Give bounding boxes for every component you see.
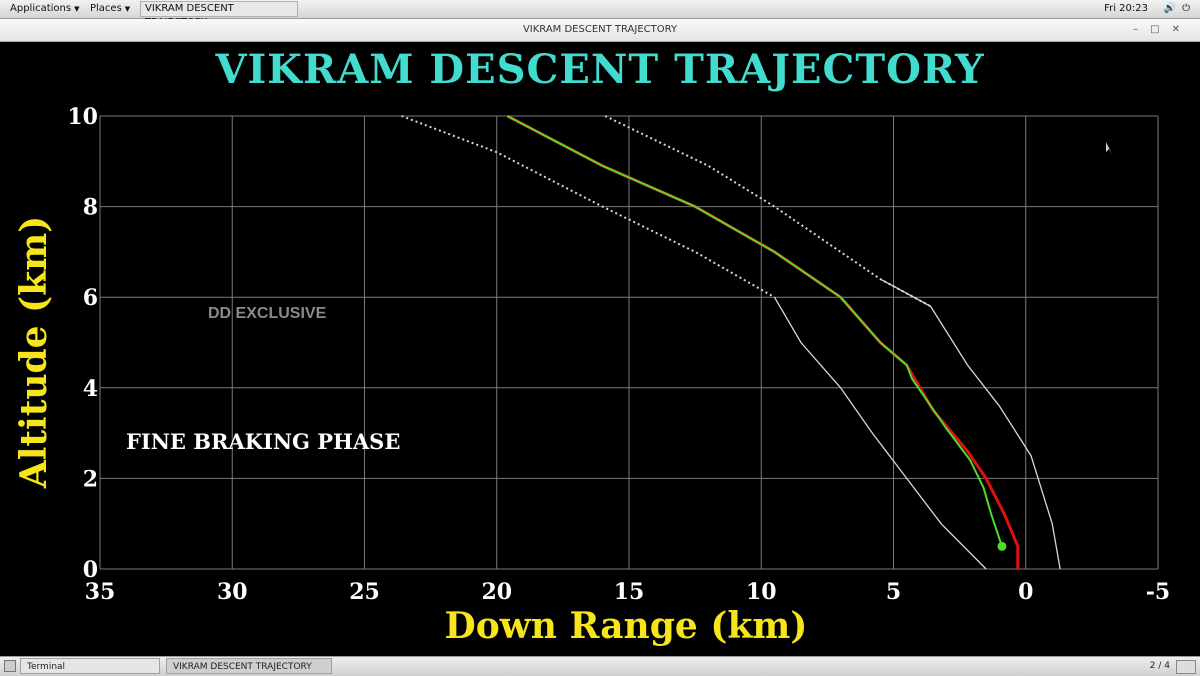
- workspace-switcher[interactable]: [1176, 660, 1196, 674]
- y-tick-label: 6: [83, 285, 98, 311]
- chart-title: VIKRAM DESCENT TRAJECTORY: [215, 46, 985, 93]
- plot-area: 35 30 25 20 15 10 5 0 -5 0 2 4 6 8 10 DD EXCLUSIVE FIN…: [0, 42, 1200, 656]
- places-menu[interactable]: Places ▼: [86, 0, 134, 18]
- show-desktop-icon[interactable]: [4, 660, 16, 672]
- x-tick-label: 0: [1018, 579, 1033, 605]
- window-title: VIKRAM DESCENT TRAJECTORY: [522, 24, 678, 35]
- x-axis-label: Down Range (km): [445, 605, 808, 647]
- series-outer-bound-dotted: [401, 115, 775, 299]
- series-inner-bound-solid: [879, 278, 1061, 570]
- applications-label: Applications: [10, 3, 72, 14]
- maximize-icon[interactable]: □: [1150, 24, 1172, 35]
- y-tick-label: 2: [83, 466, 98, 492]
- volume-icon[interactable]: 🔊: [1163, 3, 1183, 14]
- workspace-indicator[interactable]: 2 / 4: [1149, 661, 1170, 671]
- close-icon[interactable]: ✕: [1171, 24, 1192, 35]
- clock[interactable]: Fri 20:23: [1104, 3, 1148, 14]
- series-actual: [506, 115, 1003, 547]
- power-icon[interactable]: ⏻: [1182, 3, 1196, 14]
- top-panel: Applications▼ Places▼ VIKRAM DESCENT TRA…: [0, 0, 1200, 28]
- x-tick-label: 35: [85, 579, 116, 605]
- x-tick-label: 30: [217, 579, 248, 605]
- series-inner-bound-dotted: [604, 115, 932, 308]
- applications-menu[interactable]: Applications ▼: [6, 0, 83, 18]
- grid: [99, 115, 1159, 570]
- x-tick-label: 25: [349, 579, 380, 605]
- window-titlebar: VIKRAM DESCENT TRAJECTORY –□✕: [0, 19, 1200, 42]
- minimize-icon[interactable]: –: [1133, 24, 1151, 35]
- active-window-tab[interactable]: VIKRAM DESCENT TRAJECTORY▼: [140, 1, 298, 28]
- bottom-taskbar: Terminal VIKRAM DESCENT TRAJECTORY 2 / 4: [0, 656, 1200, 676]
- watermark: DD EXCLUSIVE: [208, 305, 327, 322]
- trajectory-label: VIKRAM DESCENT TRAJECTORY: [173, 662, 312, 672]
- places-label: Places: [90, 3, 122, 14]
- chevron-down-icon: ▼: [124, 5, 131, 13]
- lander-marker: [997, 541, 1007, 551]
- x-tick-label: 10: [746, 579, 777, 605]
- x-tick-label: -5: [1146, 579, 1170, 605]
- mouse-cursor-icon: [1106, 142, 1112, 154]
- x-tick-label: 20: [481, 579, 512, 605]
- y-tick-label: 10: [67, 104, 98, 130]
- phase-label: FINE BRAKING PHASE: [126, 429, 400, 454]
- trajectory-chart: 35 30 25 20 15 10 5 0 -5 0 2 4 6 8 10 DD EXCLUSIVE FIN…: [13, 104, 1170, 647]
- y-tick-label: 4: [83, 376, 98, 402]
- x-tick-label: 15: [614, 579, 645, 605]
- x-tick-label: 5: [886, 579, 901, 605]
- tick-labels: 35 30 25 20 15 10 5 0 -5 0 2 4 6 8 10: [67, 104, 1170, 605]
- chevron-down-icon: ▼: [74, 5, 80, 13]
- taskbar-item-trajectory[interactable]: VIKRAM DESCENT TRAJECTORY: [166, 658, 332, 674]
- series-planned: [506, 114, 1020, 569]
- series-outer-bound-solid: [773, 296, 987, 570]
- taskbar-item-terminal[interactable]: Terminal: [20, 658, 160, 674]
- y-axis-label: Altitude (km): [13, 216, 55, 489]
- terminal-label: Terminal: [27, 662, 66, 672]
- y-tick-label: 8: [83, 195, 98, 221]
- series: [401, 114, 1061, 570]
- y-tick-label: 0: [83, 557, 98, 583]
